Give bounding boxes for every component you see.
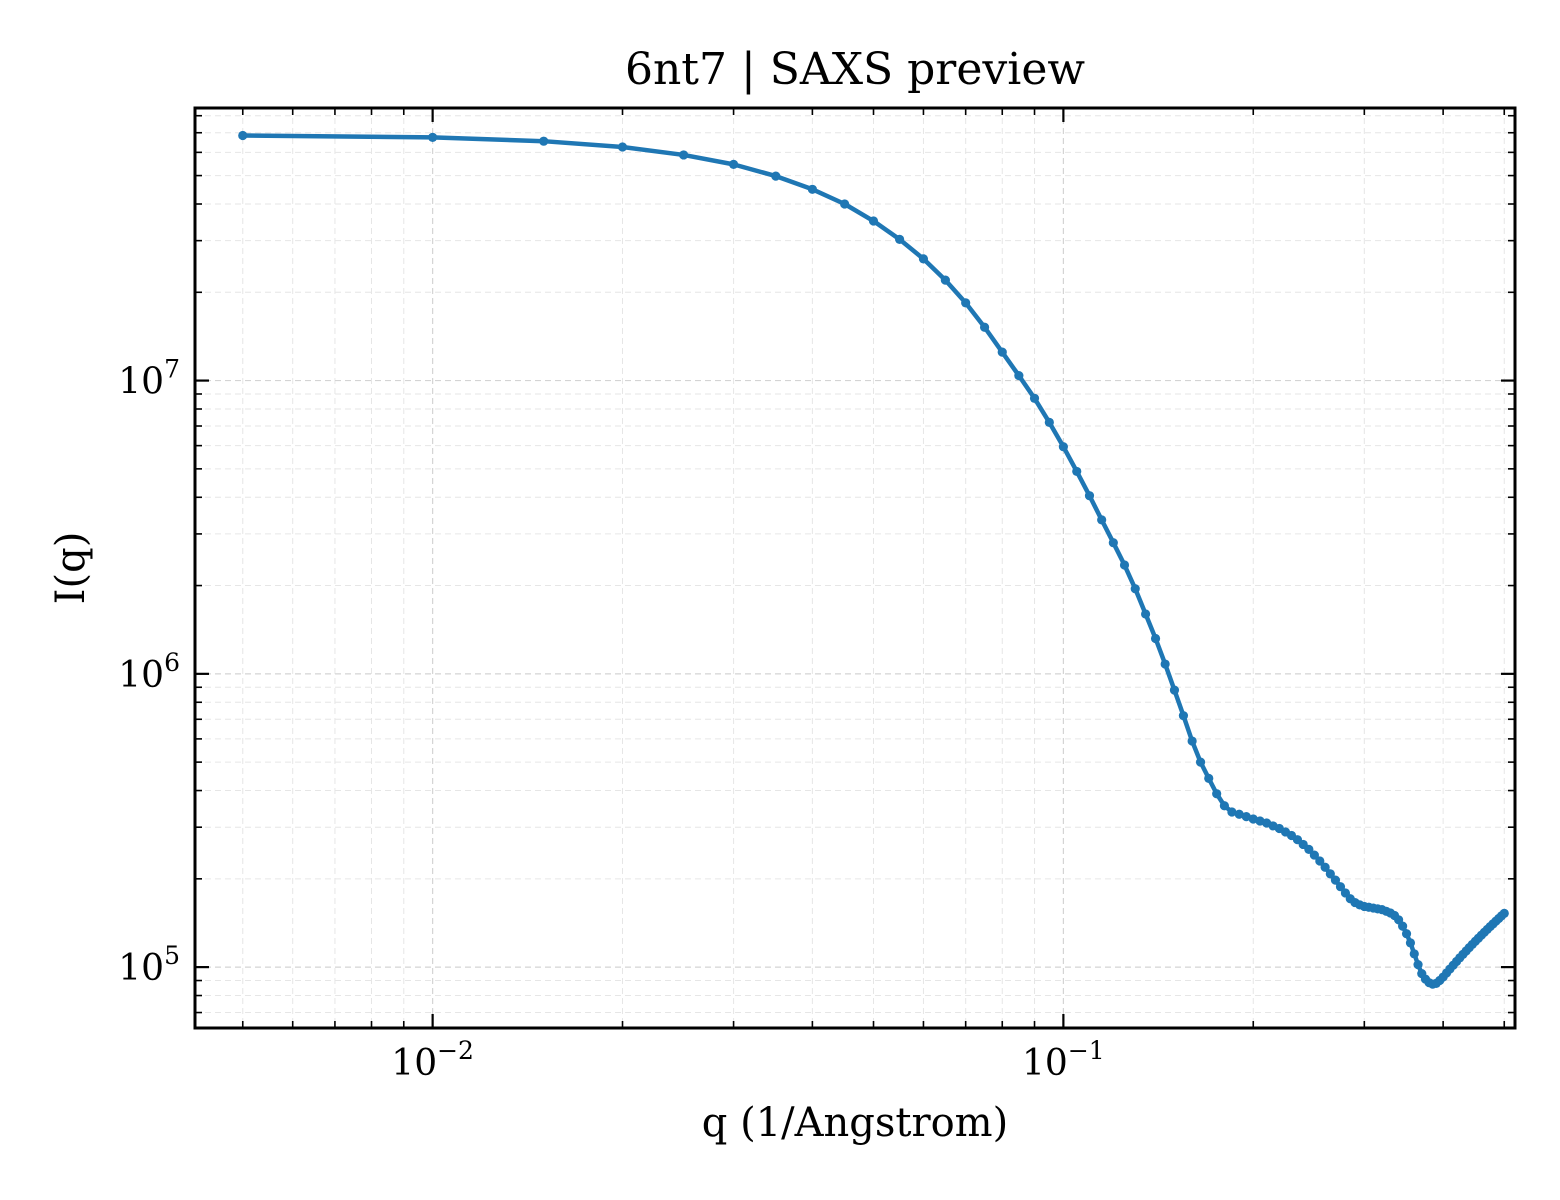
data-point	[1150, 633, 1161, 644]
data-point	[1330, 875, 1341, 885]
data-point	[1072, 466, 1082, 477]
data-point	[1212, 789, 1222, 799]
data-point	[771, 171, 781, 181]
data-point	[539, 136, 549, 146]
data-point	[1130, 584, 1140, 594]
axis-ticks	[195, 108, 1515, 1028]
data-point	[1409, 949, 1419, 959]
data-point	[961, 298, 971, 308]
data-point	[997, 347, 1007, 357]
data-point	[1398, 921, 1408, 931]
data-point	[1413, 959, 1423, 970]
data-point	[1227, 807, 1237, 817]
data-point	[1140, 609, 1151, 619]
data-point	[940, 275, 950, 285]
data-point	[1178, 711, 1189, 721]
data-point	[1160, 659, 1170, 669]
chart-title: 6nt7 | SAXS preview	[625, 44, 1085, 95]
data-point	[918, 254, 929, 264]
x-tick-label: 10−1	[1022, 1036, 1105, 1084]
data-point	[1335, 882, 1346, 892]
data-point	[1320, 862, 1330, 872]
data-point	[1241, 812, 1251, 822]
grid-lines	[195, 108, 1515, 1028]
data-point	[238, 130, 248, 141]
y-axis-label: I(q)	[48, 532, 94, 605]
data-point	[1058, 442, 1068, 452]
data-point	[1401, 929, 1412, 939]
y-tick-labels: 105 106 107	[118, 355, 180, 990]
data-point	[840, 199, 850, 209]
data-point	[1108, 538, 1118, 548]
plot-frame	[193, 106, 1517, 1030]
data-point	[1315, 856, 1325, 866]
data-point	[1044, 417, 1054, 428]
data-point	[1325, 869, 1335, 879]
data-point	[1204, 773, 1214, 784]
y-tick-label: 105	[118, 941, 180, 989]
data-point	[1097, 515, 1107, 525]
data-point	[1014, 370, 1024, 381]
x-axis-label: q (1/Angstrom)	[702, 1100, 1008, 1146]
x-tick-label: 10−2	[391, 1036, 474, 1084]
data-point	[617, 142, 628, 152]
data-point	[1234, 809, 1244, 819]
data-point	[1084, 491, 1095, 501]
data-point	[1304, 844, 1314, 855]
data-point	[728, 159, 739, 169]
data-point	[1309, 850, 1319, 860]
data-point	[1187, 736, 1197, 746]
data-point	[1405, 938, 1416, 948]
data-point	[979, 322, 990, 332]
data-point	[1029, 393, 1040, 403]
plot-area	[238, 130, 1509, 989]
data-point	[868, 216, 879, 226]
y-tick-label: 106	[118, 648, 180, 696]
y-tick-label: 107	[118, 355, 180, 403]
x-tick-labels: 10−2 10−1	[391, 1036, 1104, 1084]
data-point	[428, 132, 438, 142]
data-point	[807, 184, 817, 194]
data-point	[1219, 801, 1229, 811]
data-point	[895, 234, 905, 244]
data-point	[1499, 908, 1509, 918]
data-point	[1169, 685, 1180, 695]
data-point	[1195, 757, 1206, 767]
data-point	[679, 150, 689, 160]
data-point	[1119, 560, 1130, 570]
